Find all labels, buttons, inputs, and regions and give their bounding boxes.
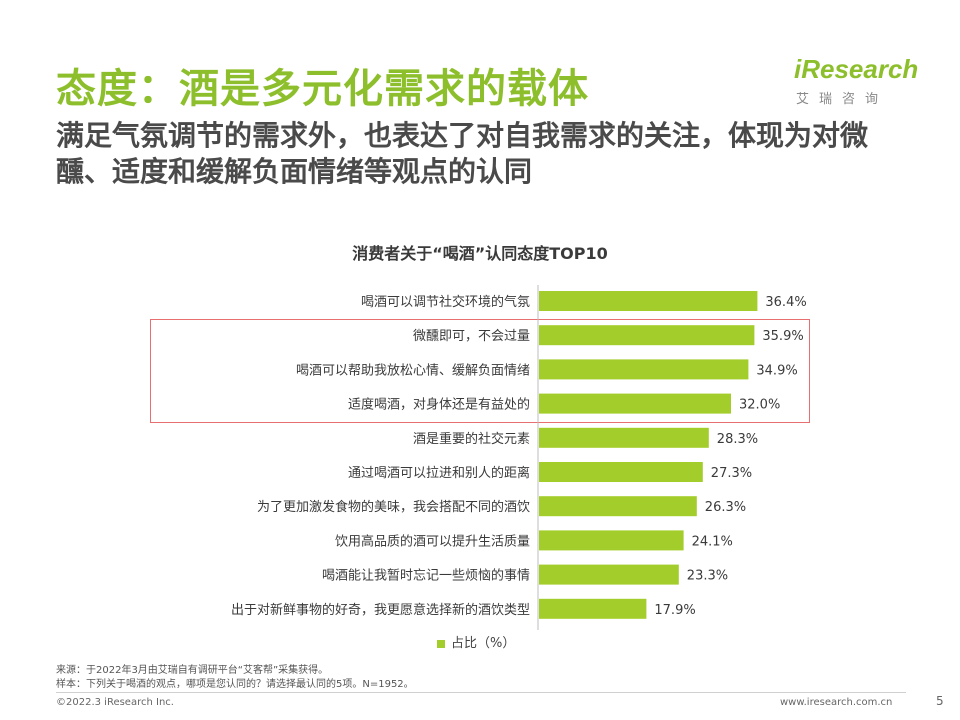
category-label: 通过喝酒可以拉进和别人的距离	[348, 465, 530, 481]
chart-legend: 占比（%）	[437, 632, 515, 651]
iresearch-logo: iResearch 艾瑞咨询	[790, 52, 919, 112]
logo-cn-text: 艾瑞咨询	[796, 92, 889, 107]
bar	[539, 462, 703, 482]
category-label: 酒是重要的社交元素	[413, 431, 530, 447]
page-subtitle: 满足气氛调节的需求外，也表达了对自我需求的关注，体现为对微醺、适度和缓解负面情绪…	[56, 119, 869, 188]
category-label: 为了更加激发食物的美味，我会搭配不同的酒饮	[257, 499, 530, 515]
value-label: 27.3%	[711, 466, 752, 481]
bar	[539, 496, 697, 517]
value-label: 24.1%	[692, 534, 733, 549]
logo-brand-text: iResearch	[794, 54, 919, 84]
value-label: 35.9%	[762, 329, 803, 344]
category-label: 微醺即可，不会过量	[413, 329, 530, 344]
value-label: 28.3%	[717, 432, 758, 447]
highlight-box	[150, 319, 810, 423]
value-label: 36.4%	[765, 295, 806, 310]
value-label: 32.0%	[739, 398, 780, 413]
category-label: 喝酒可以调节社交环境的气氛	[361, 294, 530, 310]
bar	[539, 393, 731, 414]
bar	[539, 598, 647, 619]
source-note: 来源：于2022年3月由艾瑞自有调研平台“艾客帮”采集获得。	[56, 665, 329, 676]
bar	[539, 530, 684, 551]
page-title: 态度：酒是多元化需求的载体	[56, 66, 589, 112]
value-label: 26.3%	[705, 500, 746, 515]
sample-note: 样本：下列关于喝酒的观点，哪项是您认同的？请选择最认同的5项。N=1952。	[56, 679, 414, 690]
bar	[539, 325, 755, 346]
category-label: 饮用高品质的酒可以提升生活质量	[335, 533, 530, 549]
category-label: 喝酒可以帮助我放松心情、缓解负面情绪	[296, 363, 530, 378]
page-number: 5	[936, 694, 944, 708]
bar	[539, 427, 709, 448]
category-label: 出于对新鲜事物的好奇，我更愿意选择新的酒饮类型	[231, 602, 530, 618]
category-label: 适度喝酒，对身体还是有益处的	[348, 397, 530, 413]
chart-title: 消费者关于“喝酒”认同态度TOP10	[352, 244, 608, 263]
footer-notes: 来源：于2022年3月由艾瑞自有调研平台“艾客帮”采集获得。 样本：下列关于喝酒…	[56, 664, 414, 692]
value-label: 23.3%	[687, 569, 728, 584]
site-url: www.iresearch.com.cn	[780, 697, 893, 708]
copyright-text: ©2022.3 iResearch Inc.	[56, 697, 174, 708]
value-label: 17.9%	[654, 603, 695, 618]
bar	[539, 564, 679, 585]
value-label: 34.9%	[756, 363, 797, 378]
footer-divider	[56, 692, 906, 693]
legend-swatch	[437, 639, 445, 648]
bar	[539, 291, 758, 311]
category-label: 喝酒能让我暂时忘记一些烦恼的事情	[322, 568, 530, 584]
bar	[539, 359, 749, 380]
legend-label: 占比（%）	[451, 636, 516, 651]
